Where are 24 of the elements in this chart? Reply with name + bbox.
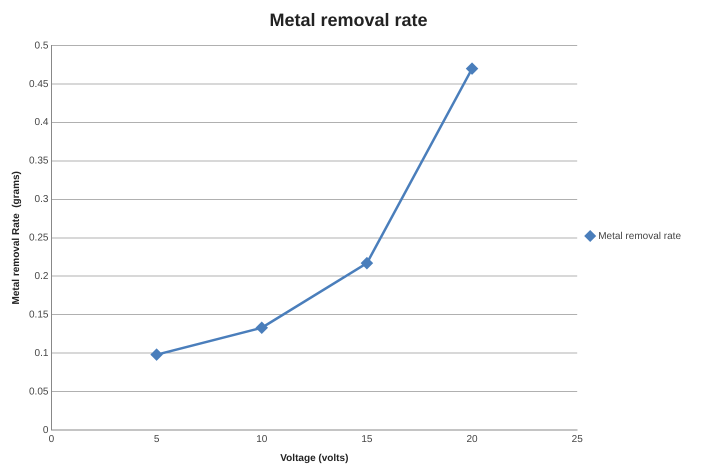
legend-label: Metal removal rate bbox=[598, 230, 682, 242]
point bbox=[150, 348, 162, 360]
y-tick-label: 0.4 bbox=[34, 117, 49, 128]
point bbox=[256, 322, 268, 334]
x-tick-label: 15 bbox=[361, 434, 373, 445]
x-tick-label: 5 bbox=[154, 434, 160, 445]
y-tick-label: 0.3 bbox=[34, 194, 49, 206]
x-tick-label: 10 bbox=[256, 434, 268, 445]
y-tick-label: 0.2 bbox=[34, 270, 49, 282]
chart-title: Metal removal rate bbox=[269, 10, 428, 30]
y-tick-label: 0.1 bbox=[34, 348, 49, 359]
x-tick-label: 25 bbox=[572, 434, 584, 445]
point bbox=[466, 62, 478, 74]
y-tick-label: 0.5 bbox=[34, 40, 49, 52]
y-tick-label: 0.45 bbox=[28, 78, 49, 90]
x-tick-label: 20 bbox=[466, 434, 478, 445]
y-axis-title: Metal removal Rate (grams) bbox=[10, 171, 22, 304]
y-tick-label: 0.15 bbox=[28, 309, 49, 320]
point bbox=[361, 257, 373, 269]
y-tick-label: 0.25 bbox=[28, 232, 49, 244]
y-tick-label: 0.05 bbox=[28, 386, 49, 398]
y-tick-label: 0 bbox=[42, 424, 49, 436]
y-tick-label: 0.35 bbox=[28, 156, 49, 167]
x-axis-title: Voltage (volts) bbox=[280, 452, 348, 464]
